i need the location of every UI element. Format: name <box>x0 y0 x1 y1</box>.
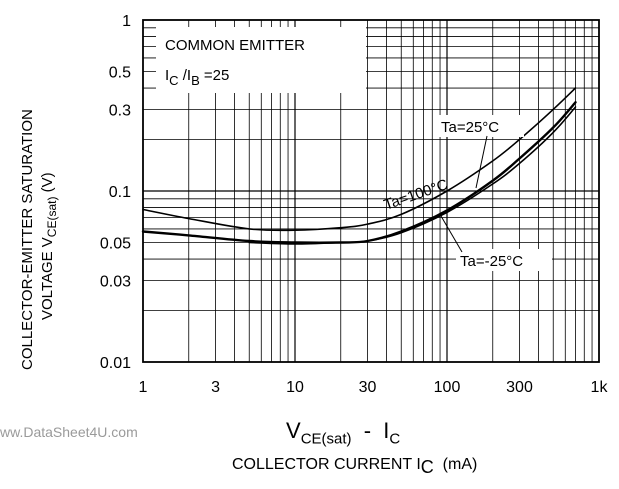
curves <box>141 87 577 245</box>
ylabel-sub: CE(sat) <box>45 197 59 238</box>
leader-ta-25 <box>440 215 463 253</box>
y-tick-label: 0.01 <box>100 355 131 372</box>
annotation-current-ratio: IC /IB =25 <box>165 67 229 88</box>
y-axis-label: COLLECTOR-EMITTER SATURATION VOLTAGE VCE… <box>19 109 59 370</box>
x-tick-label: 1k <box>591 379 609 396</box>
title-v: V <box>286 418 301 443</box>
y-tick-label: 0.1 <box>109 184 131 201</box>
y-tick-label: 0.03 <box>100 273 131 290</box>
y-tick-label: 0.3 <box>109 102 131 119</box>
label-bg-ta25 <box>436 115 524 137</box>
plot-frame <box>142 19 600 363</box>
y-tick-label: 1 <box>122 13 131 30</box>
x-axis-label: COLLECTOR CURRENT IC (mA) <box>232 456 477 478</box>
annotation-common-emitter: COMMON EMITTER <box>165 37 305 54</box>
leader-ta25 <box>475 135 488 189</box>
ratio-sub-b: B <box>191 73 200 88</box>
ratio-i-c: I <box>165 67 169 84</box>
xlabel-text: COLLECTOR CURRENT I <box>232 456 421 473</box>
title-sub-ce: CE(sat) <box>300 430 352 448</box>
xlabel-sub: C <box>420 457 434 478</box>
y-tick-label: 0.5 <box>109 64 131 81</box>
series-curve-1 <box>142 87 577 232</box>
y-axis-label-line2: VOLTAGE VCE(sat) (V) <box>39 172 59 320</box>
title-sub-c: C <box>389 430 401 448</box>
series-label-ta25: Ta=25°C <box>441 119 499 136</box>
x-tick-label: 10 <box>286 379 304 396</box>
ratio-slash-i: /I <box>179 67 192 84</box>
plot-border <box>142 19 600 363</box>
x-tick-label: 1 <box>139 379 148 396</box>
ylabel-voltage: VOLTAGE V <box>39 237 56 320</box>
series-curve-3 <box>248 106 577 245</box>
x-tick-label: 30 <box>359 379 377 396</box>
x-tick-label: 300 <box>506 379 533 396</box>
series-label-ta-25: Ta=-25°C <box>460 253 523 270</box>
xlabel-unit: (mA) <box>433 456 478 473</box>
title-dash-i: - I <box>351 418 390 443</box>
annotation-box: COMMON EMITTER IC /IB =25 <box>156 27 366 93</box>
x-tick-label: 3 <box>211 379 220 396</box>
ratio-value: =25 <box>200 67 230 84</box>
y-tick-label: 0.05 <box>100 235 131 252</box>
chart-title: VCE(sat) - IC <box>286 418 400 447</box>
annotation-background <box>156 27 366 93</box>
y-axis-label-line1: COLLECTOR-EMITTER SATURATION <box>19 109 36 370</box>
label-bg-ta-25 <box>456 249 552 271</box>
x-tick-label: 100 <box>434 379 461 396</box>
watermark-text: ww.DataSheet4U.com <box>0 424 138 440</box>
ylabel-unit: (V) <box>39 172 56 196</box>
tick-labels: 1 3 10 30 100 300 1k 1 0.5 0.3 0.1 0.05 0.03 0.01 <box>100 13 609 396</box>
ratio-sub-c: C <box>169 73 178 88</box>
